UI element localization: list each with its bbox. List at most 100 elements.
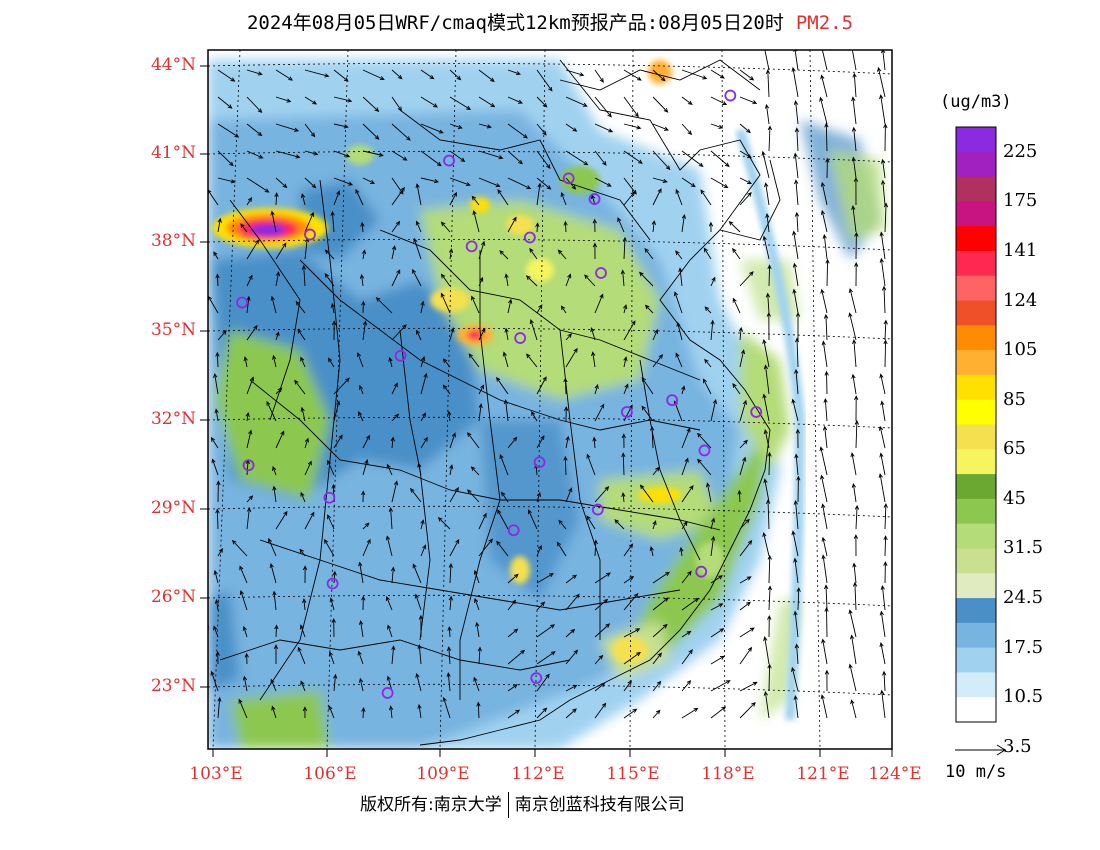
wind-arrow <box>764 182 770 206</box>
wind-arrow <box>272 485 277 503</box>
lon-label: 112°E <box>511 764 565 784</box>
wind-arrow <box>697 458 712 476</box>
wind-arrow <box>499 454 509 476</box>
wind-arrow <box>304 123 316 138</box>
wind-arrow <box>362 96 380 113</box>
wind-arrow <box>584 274 596 287</box>
wind-arrow <box>851 205 857 233</box>
wind-arrow <box>592 218 597 233</box>
wind-arrow <box>270 295 277 314</box>
wind-arrow <box>246 376 255 395</box>
wind-arrow <box>391 324 407 341</box>
wind-arrow <box>765 499 771 530</box>
wind-arrow <box>391 382 398 395</box>
wind-arrow <box>217 217 222 233</box>
wind-arrow <box>299 624 306 638</box>
wind-arrow <box>467 432 480 449</box>
wind-arrow <box>652 623 668 638</box>
wind-arrow <box>449 69 462 81</box>
wind-arrow <box>823 397 828 422</box>
wind-arrow <box>449 96 472 110</box>
wind-arrow <box>446 646 452 665</box>
wind-arrow <box>478 240 486 260</box>
wind-arrow <box>739 192 752 206</box>
wind-arrow <box>391 186 405 206</box>
wind-arrow <box>594 654 604 665</box>
colorbar-label: 225 <box>1003 140 1038 162</box>
wind-arrow <box>565 708 577 719</box>
wind-arrow <box>848 663 857 692</box>
wind-arrow <box>497 189 509 206</box>
wind-arrow <box>242 625 248 638</box>
station-marker <box>304 228 316 241</box>
lat-label: 29°N <box>150 498 196 518</box>
wind-arrow <box>617 217 625 233</box>
wind-arrow <box>388 356 393 368</box>
wind-arrow <box>765 213 770 233</box>
wind-arrow <box>420 69 435 80</box>
wind-arrow <box>304 96 318 105</box>
wind-arrow <box>594 123 614 133</box>
wind-arrow <box>878 425 886 449</box>
wind-arrow <box>565 435 570 449</box>
wind-arrow <box>823 584 829 611</box>
wind-arrow <box>796 587 801 611</box>
wind-arrow <box>679 546 684 557</box>
wind-arrow <box>594 598 609 611</box>
lat-label: 32°N <box>150 409 196 429</box>
company-text: 南京创蓝科技有限公司 <box>514 795 685 815</box>
wind-arrow <box>764 103 770 125</box>
colorbar-swatch <box>956 250 996 277</box>
wind-arrow <box>681 521 688 530</box>
wind-arrow <box>623 150 643 164</box>
colorbar-swatch <box>956 474 996 500</box>
wind-arrow <box>497 509 509 530</box>
wind-arrow <box>676 321 683 341</box>
wind-arrow <box>333 377 350 395</box>
station-marker <box>620 406 633 418</box>
wind-arrow <box>763 690 770 719</box>
wind-arrow <box>331 617 336 638</box>
wind-arrow <box>504 327 509 341</box>
wind-arrow <box>697 432 712 449</box>
wind-arrow <box>478 276 484 287</box>
wind-arrow <box>448 595 454 611</box>
station-marker <box>595 267 607 279</box>
wind-arrow <box>594 623 611 638</box>
wind-arrow <box>739 150 752 159</box>
colorbar-swatch <box>956 374 996 401</box>
wind-arrow <box>299 548 306 557</box>
wind-arrow <box>763 478 770 503</box>
wind-arrow <box>390 566 396 584</box>
wind-arrow <box>823 313 829 341</box>
wind-arrow <box>565 487 573 503</box>
wind-arrow <box>882 670 887 692</box>
wind-arrow <box>705 482 712 503</box>
wind-arrow <box>531 411 538 422</box>
wind-arrow <box>796 475 801 503</box>
wind-arrow <box>592 436 597 449</box>
wind-arrow <box>851 482 857 503</box>
wind-arrow <box>710 398 718 422</box>
wind-arrow <box>210 670 219 692</box>
colorbar-swatch <box>956 622 996 649</box>
station-marker <box>323 491 336 504</box>
wind-arrow <box>275 271 281 287</box>
wind-arrow <box>819 446 828 476</box>
wind-arrow <box>270 210 277 233</box>
wind-arrow <box>652 123 669 131</box>
colorbar-label: 141 <box>1003 239 1038 261</box>
wind-arrow <box>762 235 770 260</box>
wind-arrow <box>246 324 258 341</box>
wind-arrow <box>304 511 315 530</box>
wind-arrow <box>681 457 689 476</box>
wind-arrow <box>329 597 335 611</box>
wind-arrow <box>710 96 728 105</box>
colorbar-swatch <box>956 697 996 723</box>
wind-arrow <box>586 515 596 530</box>
wind-arrow <box>563 377 568 395</box>
colorbar-swatch <box>956 598 996 624</box>
wind-arrow <box>565 649 579 665</box>
wind-arrow <box>414 593 422 611</box>
wind-arrow <box>478 403 483 422</box>
